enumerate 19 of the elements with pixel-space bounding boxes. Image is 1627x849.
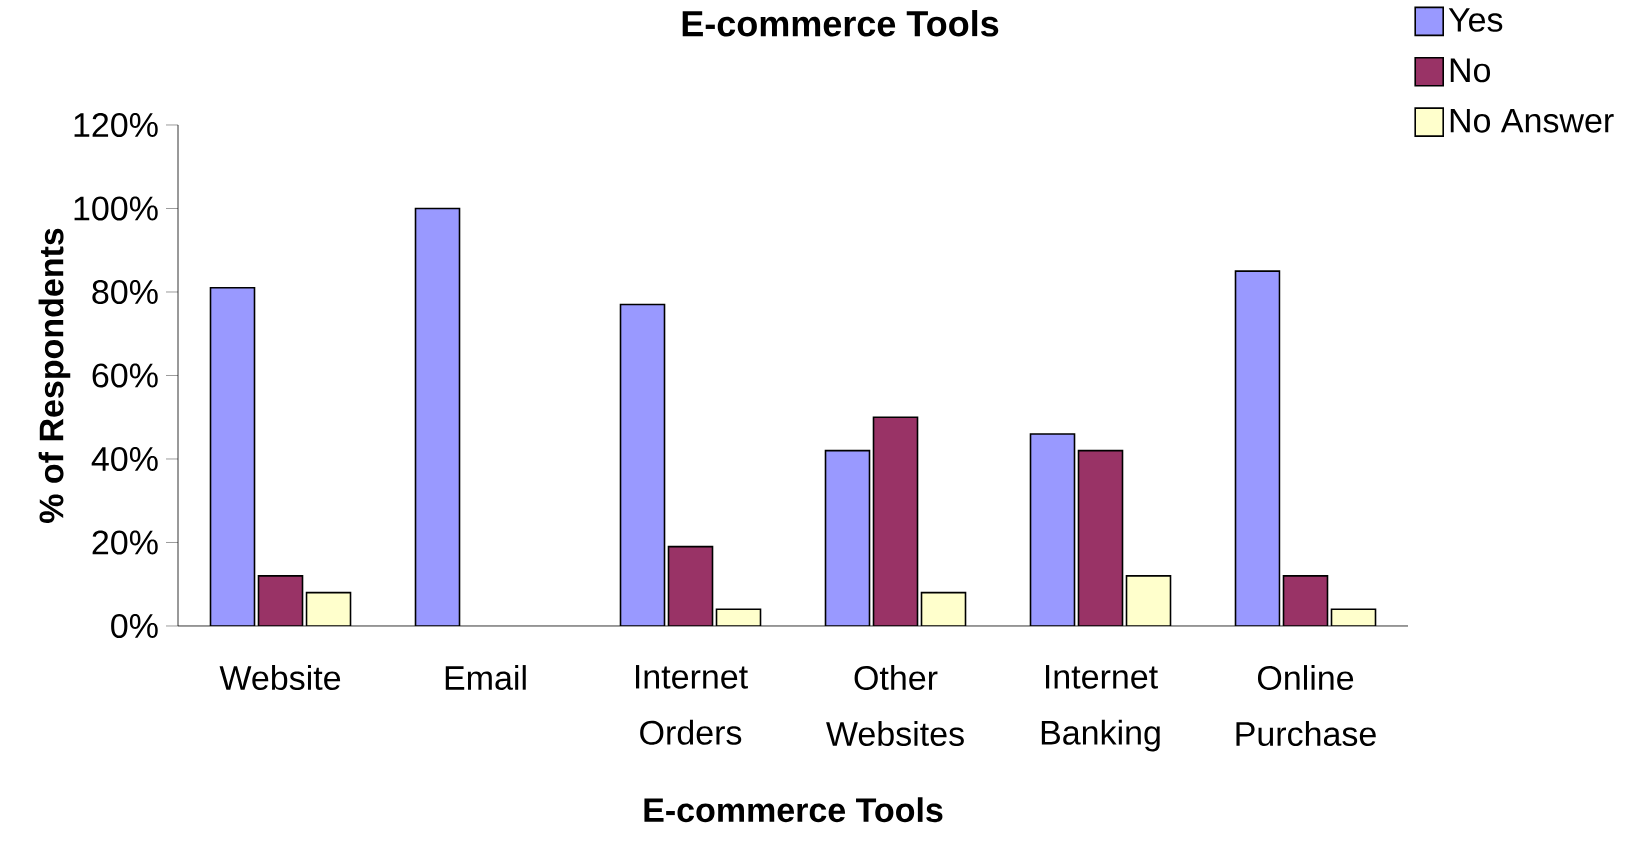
y-tick-label: 100% (74, 196, 158, 221)
legend-label: No Answer (1450, 108, 1614, 133)
x-tick-label: Website (219, 665, 341, 691)
legend-label: Yes (1448, 8, 1503, 32)
y-tick-label: 20% (92, 530, 158, 555)
chart-title: E-commerce Tools (682, 10, 999, 37)
x-tick-label: Other Websites (826, 665, 964, 747)
y-tick-label: 80% (92, 279, 158, 305)
x-tick-label: Internet Orders (635, 665, 748, 745)
x-tick-label: Online Purchase (1236, 665, 1376, 747)
y-tick-label: 0% (111, 613, 158, 639)
y-tick-label: 120% (74, 112, 158, 138)
y-tick-label: 60% (92, 363, 158, 388)
y-axis-title: % of Respondents (38, 228, 71, 523)
x-tick-label: Internet Banking (1041, 665, 1160, 752)
legend-label: No (1450, 58, 1491, 83)
x-axis-title: E-commerce Tools (644, 797, 943, 823)
x-tick-label: Email (445, 665, 526, 691)
y-tick-label: 40% (91, 446, 158, 472)
